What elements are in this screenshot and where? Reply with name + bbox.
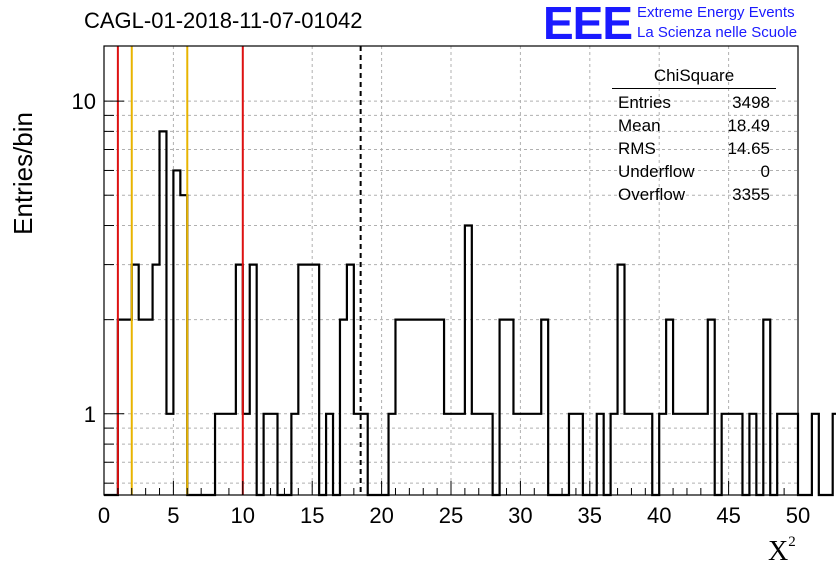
stats-row: Underflow 0: [612, 160, 776, 183]
x-axis-label-sup: 2: [788, 533, 796, 550]
run-title: CAGL-01-2018-11-07-01042: [84, 8, 363, 33]
stats-row-label: RMS: [618, 139, 656, 158]
x-axis-label: X2: [768, 533, 796, 568]
x-tick-label: 30: [508, 503, 532, 528]
x-tick-label: 40: [647, 503, 671, 528]
stats-row-value: 18.49: [727, 116, 770, 135]
x-tick-label: 0: [98, 503, 110, 528]
y-axis-label: Entries/bin: [8, 112, 38, 235]
x-tick-label: 5: [167, 503, 179, 528]
stats-title: ChiSquare: [612, 66, 776, 89]
eee-logo: EEE: [543, 0, 633, 49]
x-tick-label: 20: [369, 503, 393, 528]
stats-row-value: 0: [760, 162, 770, 181]
stats-row-label: Overflow: [618, 185, 686, 204]
stats-row: RMS 14.65: [612, 137, 776, 160]
x-tick-label: 50: [786, 503, 810, 528]
x-tick-label: 15: [300, 503, 324, 528]
x-axis-label-base: X: [768, 536, 789, 567]
stats-row-label: Mean: [618, 116, 661, 135]
stats-row-label: Underflow: [618, 162, 695, 181]
stats-row-label: Entries: [618, 93, 671, 112]
y-tick-label: 1: [84, 402, 96, 427]
stats-row-value: 3355: [732, 185, 770, 204]
x-tick-label: 25: [439, 503, 463, 528]
stats-row: Mean 18.49: [612, 114, 776, 137]
y-tick-label: 10: [72, 89, 96, 114]
stats-box: ChiSquare Entries 3498 Mean 18.49 RMS 14.65 Un…: [612, 66, 776, 206]
x-tick-label: 35: [578, 503, 602, 528]
stats-rows: Entries 3498 Mean 18.49 RMS 14.65 Underflow 0 Ov…: [612, 91, 776, 206]
stats-row-value: 3498: [732, 93, 770, 112]
x-tick-label: 45: [716, 503, 740, 528]
logo-line-1: Extreme Energy Events: [637, 4, 795, 21]
logo-line-2: La Scienza nelle Scuole: [637, 24, 798, 41]
stats-row: Overflow 3355: [612, 183, 776, 206]
stats-row-value: 14.65: [727, 139, 770, 158]
stats-row: Entries 3498: [612, 91, 776, 114]
x-tick-label: 10: [231, 503, 255, 528]
